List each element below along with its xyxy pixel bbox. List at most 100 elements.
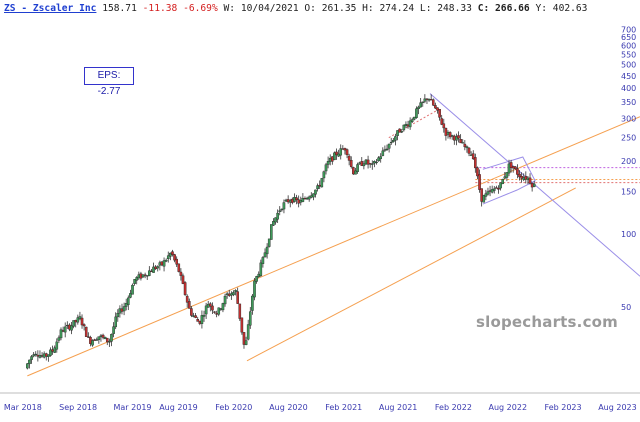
- candle-body: [507, 163, 511, 174]
- candle-body: [61, 330, 65, 332]
- week-label: W: 10/04/2021: [223, 3, 299, 14]
- candle-body: [446, 132, 450, 135]
- candle-body: [278, 210, 282, 212]
- candle-body: [417, 106, 420, 109]
- candle-body: [150, 270, 153, 273]
- candle-body: [316, 185, 319, 190]
- candle-body: [326, 161, 330, 165]
- candle-body: [80, 317, 84, 326]
- candle-body: [32, 354, 35, 357]
- y-tick-label: 450: [621, 72, 636, 81]
- candle-body: [295, 197, 298, 201]
- candle-body: [484, 193, 488, 197]
- candle-body: [240, 317, 244, 333]
- candle-body: [185, 295, 189, 303]
- candle-body: [253, 280, 256, 298]
- candle-body: [324, 164, 328, 172]
- candle-body: [349, 160, 353, 167]
- close-prefix: C:: [477, 3, 490, 14]
- candle-body: [425, 98, 429, 100]
- candle-body: [276, 212, 279, 220]
- candle-body: [455, 136, 458, 141]
- candle-body: [366, 159, 370, 165]
- price-change-pct: -6.69%: [183, 3, 218, 14]
- candle-body: [516, 168, 519, 175]
- candle-body: [293, 197, 296, 202]
- candle-body: [84, 326, 88, 337]
- trendline: [27, 116, 640, 377]
- candle-body: [152, 266, 155, 273]
- candle-body: [36, 354, 40, 357]
- candle-body: [404, 123, 408, 126]
- symbol-label[interactable]: ZS - Zscaler Inc: [4, 3, 97, 14]
- x-tick-label: Aug 2019: [159, 403, 198, 412]
- candle-body: [453, 135, 456, 141]
- candle-body: [118, 308, 122, 314]
- candle-body: [522, 177, 526, 180]
- y-tick-label: 700: [621, 25, 636, 34]
- candle-body: [242, 332, 246, 345]
- candle-body: [514, 166, 517, 170]
- candle-body: [112, 326, 115, 334]
- candle-body: [436, 107, 439, 111]
- candle-body: [209, 303, 212, 307]
- candle-body: [471, 153, 475, 160]
- candle-body: [488, 190, 492, 192]
- candle-body: [503, 176, 507, 179]
- candle-body: [291, 198, 294, 203]
- candle-body: [328, 157, 332, 162]
- candle-body: [232, 292, 235, 296]
- candle-body: [303, 198, 307, 200]
- candle-body: [93, 339, 96, 341]
- candle-body: [415, 108, 418, 118]
- candle-body: [158, 262, 162, 266]
- candle-body: [225, 293, 229, 296]
- candle-body: [53, 347, 56, 353]
- x-tick-label: Feb 2022: [435, 403, 472, 412]
- x-tick-label: Feb 2023: [545, 403, 582, 412]
- candle-body: [511, 166, 515, 169]
- candle-body: [286, 199, 290, 203]
- candle-body: [448, 132, 452, 138]
- x-tick-label: Aug 2020: [269, 403, 308, 412]
- candle-body: [238, 303, 242, 319]
- candle-body: [345, 149, 349, 156]
- candle-body: [63, 326, 67, 333]
- year-label: Y: 402.63: [535, 3, 588, 14]
- candle-body: [99, 335, 103, 337]
- candle-body: [91, 340, 94, 346]
- open-label: O: 261.35: [304, 3, 357, 14]
- candle-body: [183, 282, 187, 295]
- candle-body: [55, 341, 59, 350]
- candle-body: [154, 266, 157, 270]
- candle-body: [177, 263, 181, 272]
- candle-body: [476, 167, 479, 177]
- candle-body: [499, 182, 502, 189]
- candle-body: [44, 353, 48, 357]
- candle-body: [297, 199, 300, 204]
- y-tick-label: 50: [621, 303, 631, 312]
- candle-body: [47, 354, 50, 357]
- candle-body: [459, 138, 462, 144]
- candle-body: [133, 279, 136, 284]
- candle-body: [343, 148, 347, 151]
- candle-body: [251, 295, 254, 311]
- candle-body: [331, 156, 334, 162]
- y-tick-label: 150: [621, 187, 636, 196]
- last-price: 158.71: [102, 3, 137, 14]
- candle-body: [305, 197, 309, 200]
- candle-body: [248, 311, 252, 326]
- candle-body: [127, 297, 130, 305]
- x-tick-label: Mar 2019: [114, 403, 152, 412]
- candle-body: [408, 120, 412, 128]
- candle-body: [116, 313, 120, 318]
- candle-body: [87, 336, 90, 338]
- y-tick-label: 400: [621, 84, 636, 93]
- candle-body: [257, 273, 261, 277]
- x-tick-label: Aug 2023: [598, 403, 637, 412]
- candle-body: [320, 178, 324, 188]
- ticker-header: ZS - Zscaler Inc 158.71 -11.38 -6.69% W:…: [4, 3, 587, 14]
- y-tick-label: 100: [621, 230, 636, 239]
- candle-body: [227, 293, 231, 296]
